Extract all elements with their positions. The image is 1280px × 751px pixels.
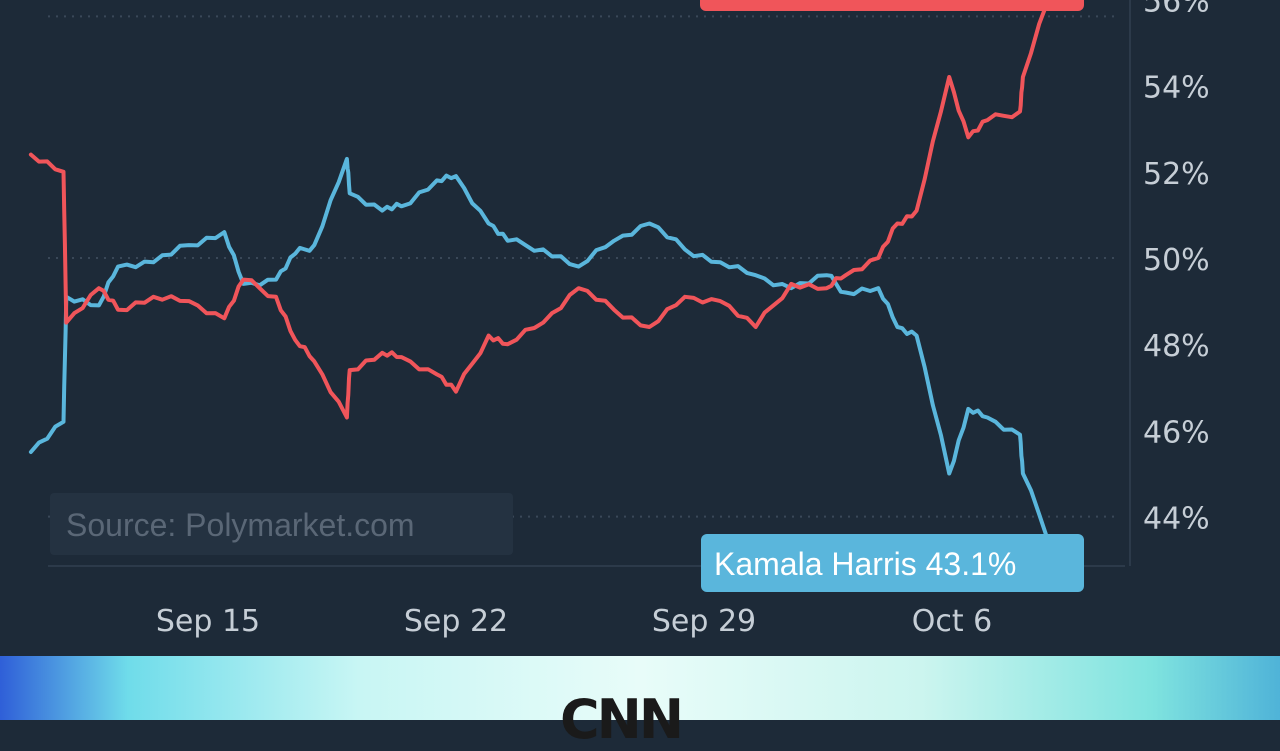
x-axis: Sep 15 Sep 22 Sep 29 Oct 6 bbox=[156, 604, 992, 639]
news-ticker-band bbox=[0, 656, 1280, 720]
y-axis: 56% 54% 52% 50% 48% 46% 44% bbox=[1143, 0, 1210, 537]
chart-panel: 56% 54% 52% 50% 48% 46% 44% Sep 15 Sep 22 Sep 29… bbox=[28, 0, 1210, 639]
y-tick-label: 56% bbox=[1143, 0, 1210, 19]
trump-label-tag bbox=[700, 0, 1084, 11]
y-tick-label: 48% bbox=[1143, 329, 1210, 364]
y-tick-label: 52% bbox=[1143, 157, 1210, 192]
source-label: Source: Polymarket.com bbox=[50, 493, 513, 555]
x-tick-label: Sep 15 bbox=[156, 604, 260, 639]
harris-end-label-box bbox=[701, 534, 1084, 592]
end-label-overlay: Kamala Harris 43.1% bbox=[701, 534, 1084, 592]
series-lines bbox=[28, 0, 1058, 558]
x-tick-label: Sep 22 bbox=[404, 604, 508, 639]
x-tick-label: Oct 6 bbox=[912, 604, 993, 639]
series-line-trump bbox=[28, 0, 1051, 420]
y-tick-label: 46% bbox=[1143, 415, 1210, 450]
line-chart: 56% 54% 52% 50% 48% 46% 44% Sep 15 Sep 22 Sep 29… bbox=[28, 0, 1210, 639]
x-tick-label: Sep 29 bbox=[652, 604, 756, 639]
y-tick-label: 54% bbox=[1143, 71, 1210, 106]
source-text: Source: Polymarket.com bbox=[66, 507, 415, 543]
series-line-harris bbox=[28, 156, 1058, 558]
y-tick-label: 44% bbox=[1143, 502, 1210, 537]
harris-end-label: Kamala Harris 43.1% bbox=[714, 546, 1016, 582]
y-tick-label: 50% bbox=[1143, 243, 1210, 278]
